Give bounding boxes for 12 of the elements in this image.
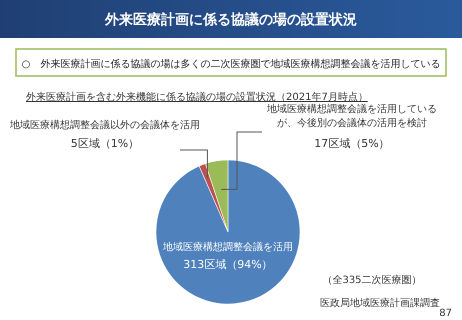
title: 外来医療計画に係る協議の場の設置状況: [105, 12, 357, 28]
annotation: 87: [439, 308, 452, 319]
subtitle: ○ 外来医療計画に係る協議の場は多くの二次医療圏で地域医療構想調整会議を活用している: [22, 59, 440, 70]
data-label: 地域医療構想調整会議以外の会議体を活用: [10, 120, 200, 131]
data-label: 地域医療構想調整会議を活用しているが、今後別の会議体の活用を検討: [267, 104, 437, 129]
annotation: （全335二次医療圏）: [322, 275, 422, 286]
data-label: 地域医療構想調整会議を活用: [163, 242, 293, 253]
data-label: 17区域（5%）: [314, 137, 390, 150]
annotation: 医政局地域医療計画課調査: [320, 298, 440, 309]
data-label: 313区域（94%）: [183, 258, 273, 271]
annotation: 外来医療計画を含む外来機能に係る協議の場の設置状況（2021年7月時点）: [26, 92, 368, 103]
data-label: 5区域（1%）: [70, 137, 140, 150]
